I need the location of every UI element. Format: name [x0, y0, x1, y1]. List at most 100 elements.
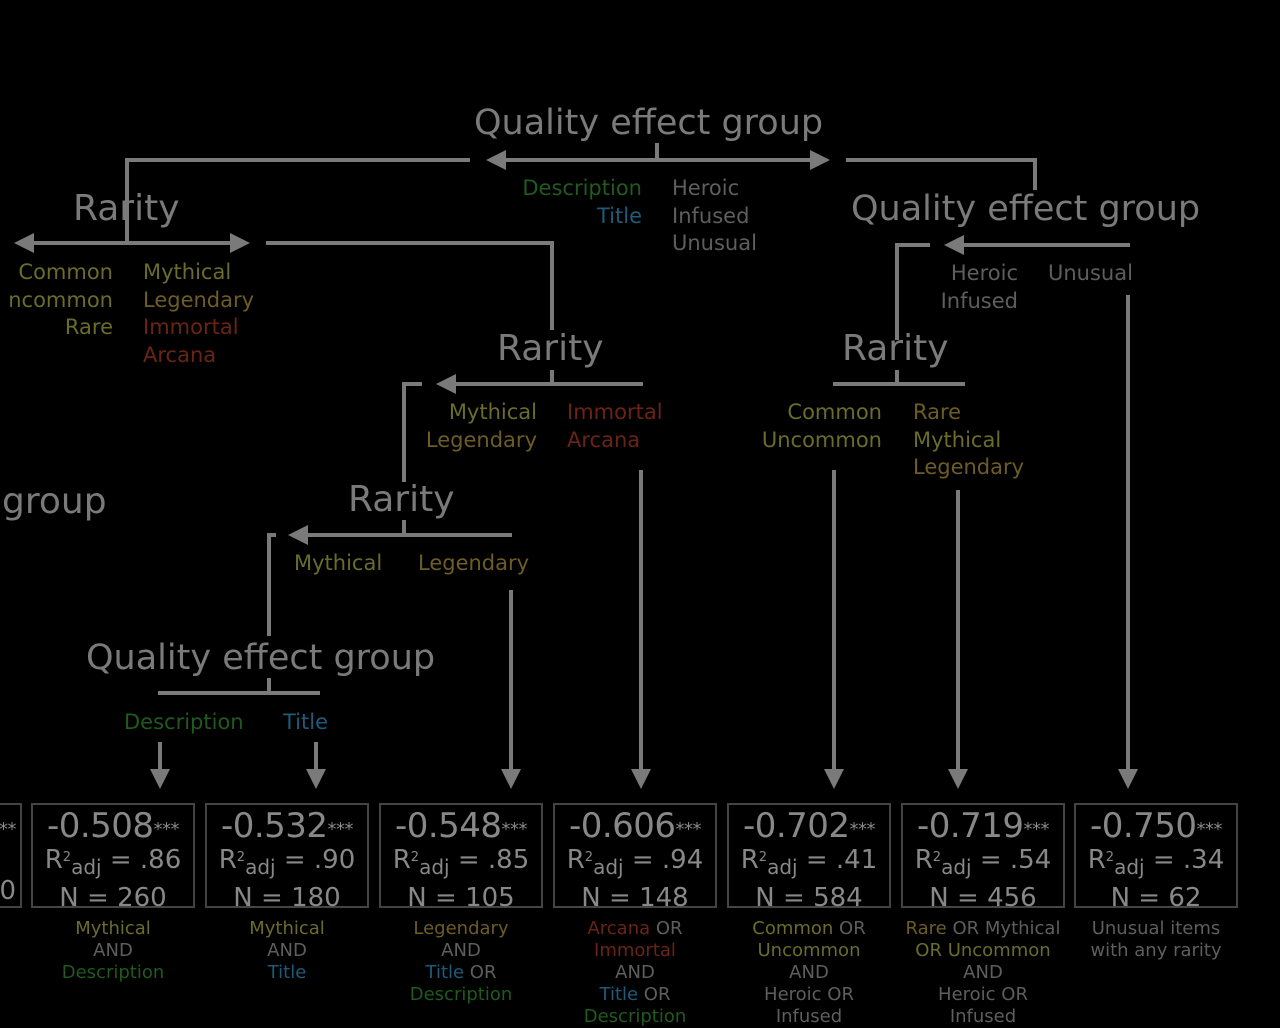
label-description: Description: [522, 176, 642, 200]
r2-superscript: 2: [410, 850, 420, 865]
leaf-significance-stars: ***: [327, 819, 354, 840]
condition-line: Immortal: [553, 940, 717, 962]
mid-rarity-node: Rarity: [497, 328, 604, 369]
lower-rarity-right-label: Legendary: [418, 550, 529, 578]
condition-line: AND: [727, 962, 891, 984]
condition-term: Title: [425, 962, 465, 983]
leaf-n: N = 148: [555, 882, 715, 914]
condition-term: AND: [789, 962, 829, 983]
leaf-box: -0.508*** R2adj = .86 N = 260: [31, 803, 195, 913]
leaf-coefficient: -0.548***: [381, 807, 541, 845]
n-value: 260: [117, 883, 167, 914]
leaf-n: N = 260: [33, 882, 193, 914]
r2-superscript: 2: [932, 850, 942, 865]
condition-line: AND: [379, 940, 543, 962]
leaf-significance-stars: ***: [153, 819, 180, 840]
leaf-r2: R2adj = .90: [207, 845, 367, 882]
condition-term: Mythical: [249, 918, 325, 939]
bottom-quality-node: Quality effect group: [86, 638, 436, 678]
label-unusual: Unusual: [1048, 261, 1133, 285]
label-immortal: Immortal: [567, 400, 663, 424]
right-rarity-left-labels: Common Uncommon: [740, 399, 882, 454]
condition-line: Description: [553, 1006, 717, 1028]
condition-line: Infused: [727, 1006, 891, 1028]
condition-line: Title OR: [379, 962, 543, 984]
n-label: N =: [407, 883, 457, 914]
leaf-coefficient-value: -0.702: [742, 806, 850, 846]
leaf-coefficient-value: -0.719: [916, 806, 1024, 846]
condition-line: Description: [31, 962, 195, 984]
leaf-coefficient: -0.606***: [555, 807, 715, 845]
condition-line: Title: [205, 962, 369, 984]
lower-rarity-node: Rarity: [348, 479, 455, 520]
label-heroic: Heroic: [950, 261, 1018, 285]
r2-value: .34: [1182, 845, 1225, 875]
n-label: N =: [59, 883, 109, 914]
label-arcana: Arcana: [143, 342, 217, 367]
leaf-coefficient-value: -0.532: [220, 806, 328, 846]
r2-equals: =: [449, 845, 488, 875]
leaf-box: -0.548*** R2adj = .85 N = 105: [379, 803, 543, 913]
label-mythical: Mythical: [913, 427, 1002, 452]
label-mythical: Mythical: [143, 260, 232, 284]
condition-line: Rare OR Mythical: [901, 918, 1065, 940]
condition-line: Arcana OR: [553, 918, 717, 940]
condition-term: Uncommon: [757, 940, 861, 961]
left-rarity-node: Rarity: [73, 188, 180, 229]
right-rarity-right-labels: Rare Mythical Legendary: [913, 399, 1024, 482]
leaf-r2: R2adj = .85: [381, 845, 541, 882]
n-value: 105: [465, 883, 515, 914]
label-arcana: Arcana: [567, 427, 641, 452]
right-quality-right-labels: Unusual: [1048, 260, 1133, 288]
r2-equals: =: [1144, 845, 1183, 875]
leaf-condition: Mythical AND Description: [31, 918, 195, 984]
r2-equals: =: [275, 845, 314, 875]
right-quality-left-labels: Heroic Infused: [900, 260, 1018, 315]
condition-line: Heroic OR: [901, 984, 1065, 1006]
leaf-coefficient: -0.702***: [729, 807, 889, 845]
label-mythical: Mythical: [448, 400, 537, 424]
condition-term: OR Uncommon: [915, 940, 1051, 961]
leaf-condition: Mythical AND Title: [205, 918, 369, 984]
r2-superscript: 2: [236, 850, 246, 865]
r2-superscript: 2: [62, 850, 72, 865]
label-rare: Rare: [64, 315, 113, 339]
condition-term: AND: [963, 962, 1003, 983]
condition-line: AND: [205, 940, 369, 962]
condition-connector: OR: [833, 918, 866, 939]
leaf-n: N = 584: [729, 882, 889, 914]
condition-term: Immortal: [594, 940, 676, 961]
condition-term: Heroic: [764, 984, 822, 1005]
condition-line: Unusual items: [1074, 918, 1238, 940]
condition-connector: OR: [464, 962, 497, 983]
leaf-condition: Arcana OR Immortal AND Title OR Description: [553, 918, 717, 1028]
leaf-n: N = 62: [1076, 882, 1236, 914]
label-description: Description: [124, 710, 244, 734]
label-legendary: Legendary: [418, 551, 530, 575]
leaf-r2: R2adj = .34: [1076, 845, 1236, 882]
leaf-significance-stars: ***: [1023, 819, 1050, 840]
condition-line: with any rarity: [1074, 940, 1238, 962]
condition-line: Uncommon: [727, 940, 891, 962]
leaf-box: -0.532*** R2adj = .90 N = 180: [205, 803, 369, 913]
n-label: N =: [929, 883, 979, 914]
leaf-r2: R2adj = .94: [555, 845, 715, 882]
mid-rarity-left-labels: Mythical Legendary: [400, 399, 537, 454]
n-value: 62: [1168, 883, 1202, 914]
r2-subscript: adj: [419, 855, 450, 880]
r2-superscript: 2: [758, 850, 768, 865]
condition-term: Description: [61, 962, 165, 983]
condition-connector: OR: [650, 918, 683, 939]
r2-subscript: adj: [71, 855, 102, 880]
r2-label: R: [44, 845, 63, 875]
condition-line: Mythical: [31, 918, 195, 940]
condition-term: Description: [583, 1006, 687, 1027]
leaf-coefficient: -0.750***: [1076, 807, 1236, 845]
bottom-quality-left-label: Description: [124, 709, 244, 737]
label-rare: Rare: [913, 400, 962, 424]
left-rarity-right-labels: Mythical Legendary Immortal Arcana: [143, 259, 254, 369]
r2-superscript: 2: [584, 850, 594, 865]
r2-label: R: [914, 845, 933, 875]
root-to-left-rarity: [125, 158, 470, 243]
